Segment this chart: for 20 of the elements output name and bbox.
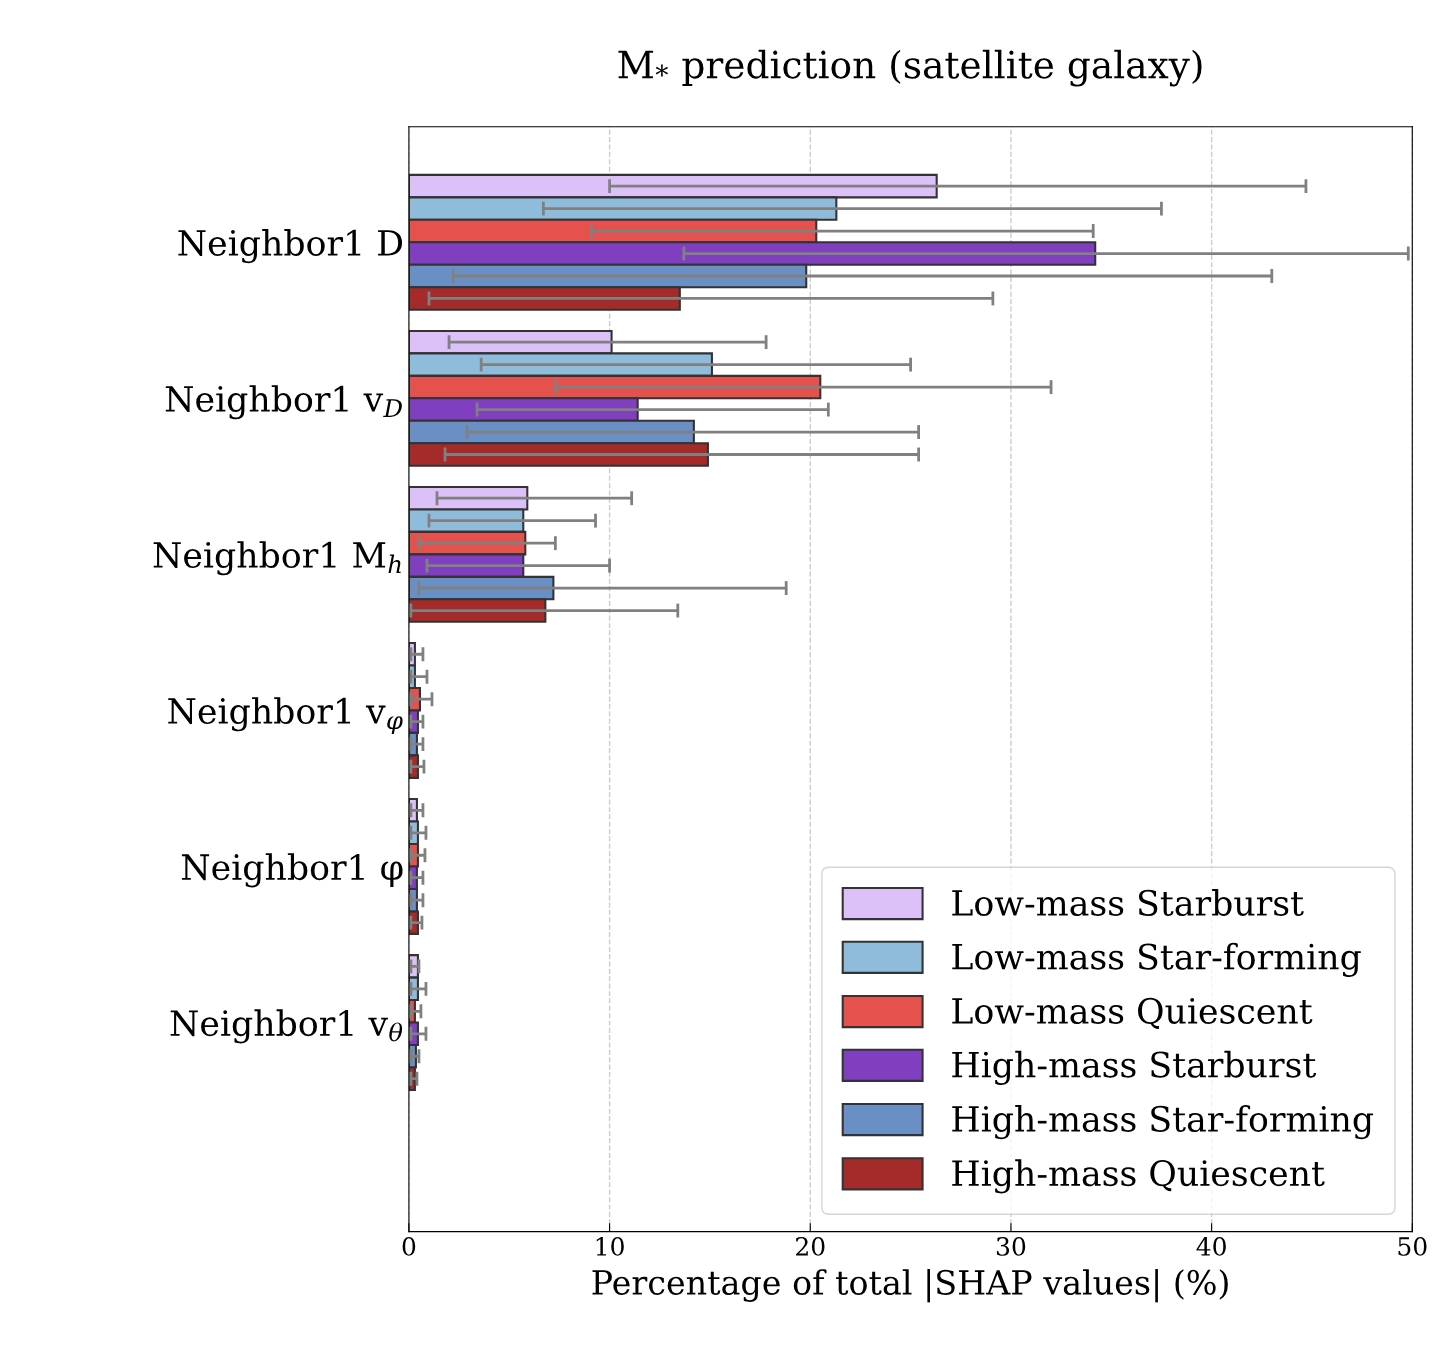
- x-tick-label: 30: [996, 1236, 1026, 1256]
- legend-label: Low-mass Starburst: [952, 889, 1304, 916]
- legend-label: Low-mass Quiescent: [952, 997, 1313, 1030]
- y-tick-label: Neighbor1 φ: [181, 853, 403, 888]
- y-tick-label: Neighbor1 D: [178, 229, 403, 264]
- x-axis-title: Percentage of total |SHAP values| (%): [592, 1269, 1228, 1303]
- legend-label: Low-mass Star-forming: [952, 942, 1361, 977]
- y-tick-label: Neighbor1 v$_{φ}$: [168, 697, 403, 735]
- x-tick-label: 10: [596, 1236, 624, 1256]
- x-tick-label: 50: [1398, 1236, 1427, 1256]
- x-tick-label: 40: [1196, 1236, 1226, 1256]
- legend-label: High-mass Starburst: [952, 1050, 1317, 1085]
- y-tick-label: Neighbor1 v$_{θ}$: [170, 1009, 403, 1044]
- y-tick-label: Neighbor1 M$_{h}$: [153, 541, 401, 576]
- legend-label: High-mass Star-forming: [952, 1105, 1374, 1140]
- x-tick-label: 20: [796, 1236, 825, 1256]
- x-tick-label: 0: [402, 1236, 416, 1256]
- legend-label: High-mass Quiescent: [952, 1159, 1325, 1194]
- chart-title: M$_{*}$ prediction (satellite galaxy): [618, 49, 1202, 87]
- y-tick-label: Neighbor1 v$_{D}$: [165, 385, 402, 420]
